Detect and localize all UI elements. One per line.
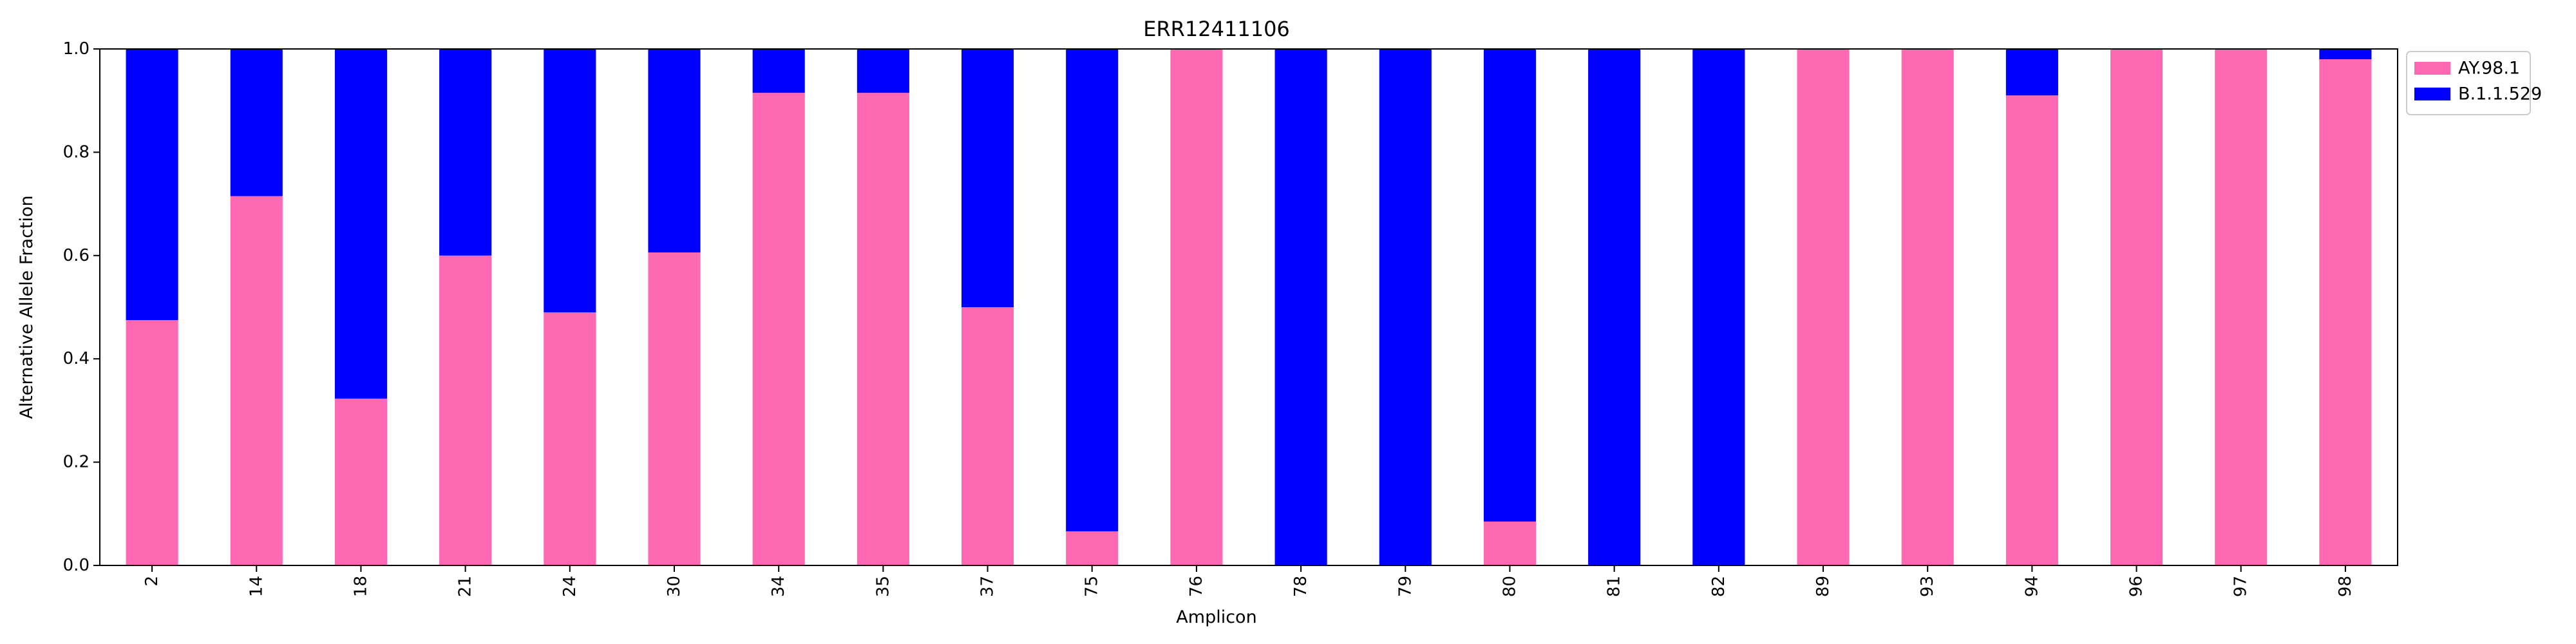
bar-segment-2-series-0 (126, 320, 178, 565)
x-ticks-group: 2 14 18 21 24 30 34 35 37 75 76 78 79 80 81 82 89 93 94 96 9… (142, 565, 2355, 597)
x-tick-label-18: 18 (351, 576, 370, 597)
bar-segment-82-series-1 (1692, 49, 1745, 565)
bar-segment-98-series-1 (2319, 49, 2372, 60)
bar-segment-37-series-0 (961, 307, 1014, 565)
bar-segment-97-series-0 (2215, 49, 2268, 565)
legend-label-0: AY.98.1 (2458, 59, 2520, 79)
legend-swatch-0 (2414, 62, 2450, 75)
bar-segment-76-series-0 (1170, 49, 1223, 565)
x-tick-label-30: 30 (665, 576, 684, 597)
bar-segment-89-series-0 (1797, 49, 1850, 565)
y-axis-label: Alternative Allele Fraction (17, 195, 37, 419)
legend-swatch-1 (2414, 88, 2450, 100)
x-tick-label-97: 97 (2231, 576, 2251, 597)
x-tick-label-14: 14 (247, 576, 266, 597)
legend-label-1: B.1.1.529 (2458, 84, 2542, 104)
x-tick-label-37: 37 (978, 576, 998, 597)
bar-segment-34-series-1 (752, 49, 805, 93)
y-tick-label-2: 0.4 (63, 349, 90, 368)
y-tick-label-4: 0.8 (63, 142, 90, 162)
x-tick-label-94: 94 (2022, 576, 2041, 597)
bar-segment-81-series-1 (1588, 49, 1641, 565)
x-tick-label-93: 93 (1918, 576, 1937, 597)
bar-segment-35-series-0 (857, 93, 909, 566)
bar-segment-14-series-1 (230, 49, 283, 196)
bar-segment-94-series-0 (2005, 95, 2058, 565)
bar-segment-98-series-0 (2319, 59, 2372, 566)
x-axis-label: Amplicon (1176, 607, 1256, 627)
bar-segment-18-series-1 (334, 49, 387, 399)
bar-segment-21-series-1 (439, 49, 492, 256)
x-tick-label-81: 81 (1605, 576, 1624, 597)
y-tick-label-3: 0.6 (63, 246, 90, 265)
x-tick-label-21: 21 (456, 576, 475, 597)
legend: AY.98.1 B.1.1.529 (2406, 51, 2542, 115)
x-tick-label-98: 98 (2336, 576, 2355, 597)
bar-segment-78-series-1 (1274, 49, 1327, 565)
bar-segment-75-series-1 (1066, 49, 1119, 532)
bar-segment-96-series-0 (2110, 49, 2163, 565)
bar-segment-24-series-0 (544, 312, 596, 565)
chart-title: ERR12411106 (1143, 17, 1290, 41)
bar-segment-14-series-0 (230, 196, 283, 565)
bar-segment-2-series-1 (126, 49, 178, 321)
y-tick-label-0: 0.0 (63, 556, 90, 575)
bar-segment-34-series-0 (752, 93, 805, 566)
bar-segment-37-series-1 (961, 49, 1014, 307)
x-tick-label-82: 82 (1709, 576, 1728, 597)
x-tick-label-34: 34 (769, 576, 788, 597)
x-tick-label-75: 75 (1083, 576, 1102, 597)
bar-segment-30-series-1 (648, 49, 701, 252)
x-tick-label-79: 79 (1396, 576, 1415, 597)
x-tick-label-2: 2 (142, 576, 162, 587)
x-tick-label-80: 80 (1500, 576, 1519, 597)
bar-segment-35-series-1 (857, 49, 909, 93)
x-tick-label-76: 76 (1187, 576, 1206, 597)
x-tick-label-24: 24 (560, 576, 580, 597)
bar-segment-93-series-0 (1901, 49, 1954, 565)
bar-segment-24-series-1 (544, 49, 596, 313)
bar-segment-80-series-0 (1483, 521, 1536, 565)
x-tick-label-96: 96 (2127, 576, 2146, 597)
y-ticks-group: 0.0 0.2 0.4 0.6 0.8 1.0 (63, 39, 100, 575)
bar-segment-79-series-1 (1379, 49, 1432, 565)
bar-segment-94-series-1 (2005, 49, 2058, 96)
y-tick-label-1: 0.2 (63, 453, 90, 472)
bar-segment-30-series-0 (648, 252, 701, 565)
x-tick-label-35: 35 (873, 576, 893, 597)
bars-group (126, 49, 2372, 566)
x-tick-label-78: 78 (1291, 576, 1311, 597)
bar-segment-21-series-0 (439, 255, 492, 565)
bar-segment-18-series-0 (334, 398, 387, 565)
plot-area-frame (99, 48, 2398, 566)
bar-segment-80-series-1 (1483, 49, 1536, 522)
bar-segment-75-series-0 (1066, 531, 1119, 565)
x-tick-label-89: 89 (1814, 576, 1833, 597)
y-tick-label-5: 1.0 (63, 39, 90, 59)
